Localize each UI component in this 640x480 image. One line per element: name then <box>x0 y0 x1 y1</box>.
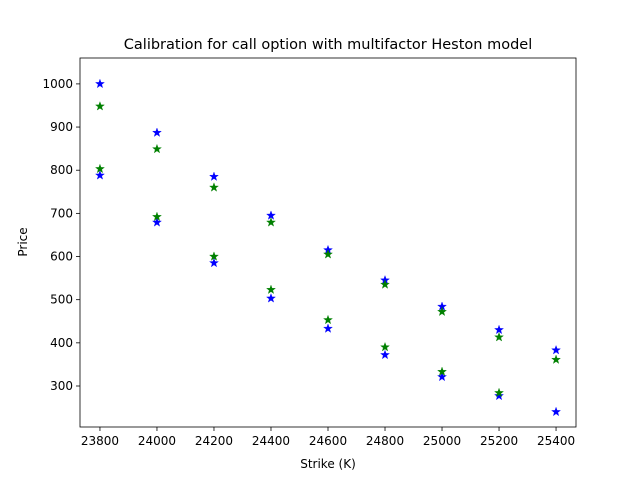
data-point-series-1 <box>551 406 561 417</box>
data-point-series-2 <box>209 251 219 261</box>
y-axis-label: Price <box>16 227 30 256</box>
chart-title: Calibration for call option with multifa… <box>124 37 532 53</box>
data-point-series-1 <box>209 257 219 268</box>
x-tick-label: 24600 <box>309 434 347 448</box>
data-markers <box>95 78 561 417</box>
data-point-series-2 <box>380 279 390 289</box>
y-tick-label: 800 <box>50 163 73 177</box>
data-point-series-2 <box>494 387 504 398</box>
y-tick-label: 1000 <box>42 77 73 91</box>
data-point-series-2 <box>152 143 162 154</box>
data-point-series-2 <box>551 354 561 364</box>
data-point-series-2 <box>437 366 447 376</box>
data-point-series-2 <box>380 341 390 352</box>
data-point-series-2 <box>266 284 276 294</box>
data-point-series-1 <box>494 324 504 335</box>
x-tick-label: 23800 <box>81 434 119 448</box>
data-point-series-1 <box>266 293 276 303</box>
y-tick-label: 400 <box>50 336 73 350</box>
x-tick-label: 24000 <box>138 434 176 448</box>
y-tick-label: 300 <box>50 379 73 393</box>
y-tick-label: 700 <box>50 206 73 220</box>
data-point-series-1 <box>152 217 162 227</box>
x-tick-label: 25400 <box>537 434 575 448</box>
data-point-series-1 <box>95 78 105 89</box>
plot-frame <box>79 57 577 428</box>
data-point-series-1 <box>494 390 504 401</box>
data-point-series-2 <box>266 217 276 227</box>
ticks: 23800 24000 24200 24400 24600 24800 25000 25200… <box>42 77 575 448</box>
data-point-series-2 <box>323 249 333 259</box>
x-axis-label: Strike (K) <box>300 457 356 471</box>
data-point-series-1 <box>95 170 105 180</box>
data-point-series-1 <box>152 127 162 137</box>
data-point-series-2 <box>152 211 162 222</box>
x-tick-label: 25000 <box>423 434 461 448</box>
data-point-series-2 <box>95 101 105 111</box>
data-point-series-1 <box>209 171 219 181</box>
data-point-series-1 <box>323 323 333 333</box>
x-tick-label: 25200 <box>480 434 518 448</box>
y-tick-label: 900 <box>50 120 73 134</box>
x-tick-label: 24400 <box>252 434 290 448</box>
data-point-series-2 <box>95 163 105 174</box>
data-point-series-1 <box>380 349 390 360</box>
x-tick-label: 24800 <box>366 434 404 448</box>
data-point-series-2 <box>323 314 333 325</box>
y-tick-label: 600 <box>50 250 73 264</box>
data-point-series-2 <box>494 332 504 342</box>
data-point-series-1 <box>551 344 561 355</box>
data-point-series-1 <box>437 371 447 382</box>
x-tick-label: 24200 <box>195 434 233 448</box>
y-tick-label: 500 <box>50 293 73 307</box>
data-point-series-2 <box>209 182 219 192</box>
data-point-series-2 <box>437 306 447 316</box>
